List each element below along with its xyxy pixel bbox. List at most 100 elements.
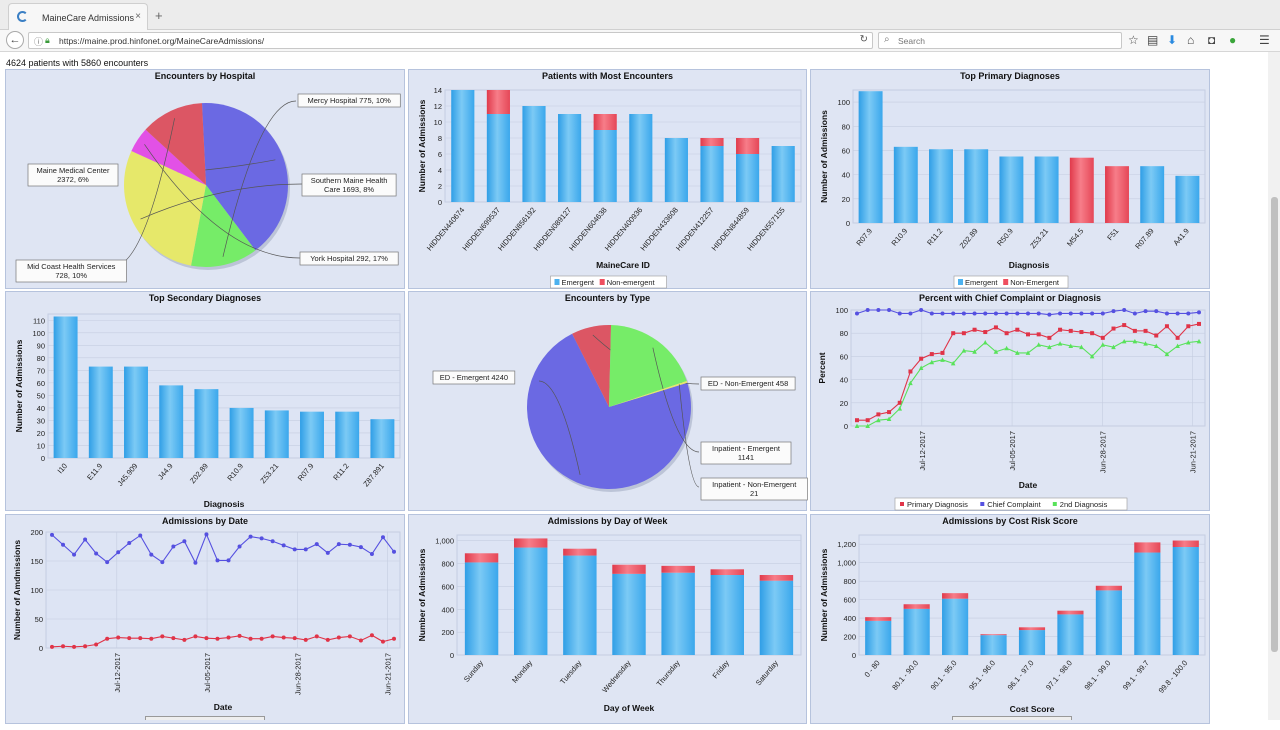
data-point bbox=[1154, 333, 1159, 338]
bar-emergent bbox=[300, 411, 324, 458]
home-icon[interactable]: ⌂ bbox=[1187, 33, 1195, 47]
chart-title: Top Secondary Diagnoses bbox=[148, 293, 262, 303]
data-point bbox=[1079, 330, 1084, 335]
data-point bbox=[292, 547, 297, 552]
data-point bbox=[1121, 338, 1127, 344]
y-tick-label: 600 bbox=[441, 582, 454, 591]
dow-bar-chart: 0 200 400 600 800 1,000 Sunday Monday Tuesday Wed… bbox=[417, 534, 802, 713]
y-tick-label: 0 bbox=[844, 422, 848, 431]
menu-icon[interactable]: ☰ bbox=[1259, 33, 1270, 47]
legend-stub bbox=[145, 716, 265, 720]
search-input[interactable]: ⌕ Search bbox=[878, 32, 1122, 49]
download-icon[interactable]: ⬇ bbox=[1167, 33, 1178, 47]
y-tick-label: 2 bbox=[438, 182, 442, 191]
bar-non-emergent bbox=[593, 114, 617, 130]
tab-close-icon[interactable]: × bbox=[135, 11, 141, 22]
data-point bbox=[336, 542, 341, 547]
bar-emergent bbox=[980, 635, 1007, 655]
y-tick-label: 6 bbox=[438, 150, 442, 159]
data-point bbox=[961, 348, 967, 353]
data-point bbox=[1057, 341, 1063, 346]
pie-label: ED - Emergent 4240 bbox=[440, 373, 508, 382]
pie-label: 728, 10% bbox=[55, 271, 87, 280]
data-point bbox=[940, 350, 945, 355]
library-icon[interactable]: ▤ bbox=[1147, 33, 1159, 47]
pie-label-box bbox=[297, 93, 401, 108]
data-point bbox=[1164, 351, 1170, 357]
info-icon[interactable]: ⓘ bbox=[34, 37, 44, 47]
data-point bbox=[1132, 311, 1137, 316]
legend-swatch bbox=[599, 279, 605, 285]
browser-tab-bar: MaineCare Admissions × + bbox=[0, 0, 1280, 30]
scrollbar-thumb[interactable] bbox=[1271, 197, 1278, 652]
data-point bbox=[369, 552, 374, 557]
bar-non-emergent bbox=[1095, 585, 1122, 591]
bar-emergent bbox=[1095, 590, 1122, 655]
x-tick-label: 98.1 - 99.0 bbox=[1082, 659, 1112, 692]
legend-stub bbox=[952, 716, 1072, 720]
bar-non-emergent bbox=[514, 538, 548, 548]
bar-emergent bbox=[710, 575, 744, 655]
bar-emergent bbox=[370, 419, 395, 458]
y-tick-label: 14 bbox=[434, 86, 442, 95]
pie-label-box bbox=[700, 441, 792, 465]
url-bar[interactable]: ⓘ 🔒︎ https://maine.prod.hinfonet.org/Mai… bbox=[28, 32, 873, 49]
bar-emergent bbox=[451, 90, 475, 202]
bar-emergent bbox=[964, 149, 989, 223]
y-tick-label: 20 bbox=[840, 399, 848, 408]
data-point bbox=[72, 644, 77, 649]
x-tick-label: 0 - 80 bbox=[863, 659, 882, 679]
data-point bbox=[248, 636, 253, 641]
data-point bbox=[918, 365, 924, 370]
bar-emergent bbox=[522, 106, 546, 202]
y-tick-label: 12 bbox=[434, 102, 442, 111]
primary-bar-chart: 0 20 40 60 80 100 R07.9 R10.9 R11.2 Z02.89 R50.9 Z5… bbox=[819, 89, 1206, 289]
favicon-icon bbox=[17, 11, 28, 22]
data-point bbox=[160, 560, 165, 565]
chart-title: Patients with Most Encounters bbox=[541, 71, 673, 81]
x-tick-label: Jul-12-2017 bbox=[918, 431, 927, 471]
bar-emergent bbox=[759, 580, 794, 655]
legend-label: 2nd Diagnosis bbox=[1060, 500, 1108, 509]
pocket-icon[interactable]: ◘ bbox=[1208, 33, 1216, 47]
extension-icon[interactable]: ● bbox=[1229, 33, 1237, 47]
data-point bbox=[1100, 335, 1105, 340]
legend-label: Emergent bbox=[965, 278, 998, 287]
y-axis-label: Number of Admissions bbox=[819, 548, 829, 641]
data-point bbox=[1004, 331, 1009, 336]
y-tick-label: 90 bbox=[37, 341, 45, 350]
data-point bbox=[226, 635, 231, 640]
reload-button[interactable]: ↻ bbox=[859, 34, 868, 45]
data-point bbox=[1186, 339, 1191, 345]
data-point bbox=[951, 311, 956, 316]
data-point bbox=[1164, 311, 1169, 316]
back-button[interactable]: ← bbox=[6, 31, 24, 49]
data-point bbox=[993, 349, 999, 354]
data-point bbox=[61, 644, 66, 649]
new-tab-button[interactable]: + bbox=[155, 8, 163, 23]
x-tick-label: Z53.21 bbox=[1028, 227, 1050, 251]
url-text[interactable]: https://maine.prod.hinfonet.org/MaineCar… bbox=[59, 36, 265, 46]
data-point bbox=[908, 380, 913, 386]
data-point bbox=[1047, 312, 1052, 317]
y-tick-label: 150 bbox=[30, 557, 43, 566]
star-icon[interactable]: ☆ bbox=[1128, 33, 1139, 47]
chart-title: Percent with Chief Complaint or Diagnosi… bbox=[918, 293, 1102, 303]
chart-title: Encounters by Hospital bbox=[154, 71, 256, 81]
y-tick-label: 1,000 bbox=[435, 537, 454, 546]
bar-emergent bbox=[53, 316, 78, 458]
y-tick-label: 60 bbox=[37, 379, 45, 388]
data-point bbox=[1100, 311, 1105, 316]
browser-tab[interactable]: MaineCare Admissions × bbox=[8, 3, 148, 30]
data-point bbox=[855, 311, 859, 316]
pie-slice bbox=[123, 150, 206, 266]
pie-label: 1141 bbox=[738, 453, 754, 462]
scrollbar[interactable] bbox=[1268, 52, 1280, 720]
search-placeholder: Search bbox=[898, 36, 925, 46]
data-point bbox=[380, 639, 385, 644]
data-point bbox=[314, 542, 319, 547]
y-tick-label: 40 bbox=[37, 404, 45, 413]
legend-swatch bbox=[554, 279, 560, 285]
x-axis-label: Date bbox=[1019, 480, 1038, 490]
data-point bbox=[1068, 311, 1073, 316]
